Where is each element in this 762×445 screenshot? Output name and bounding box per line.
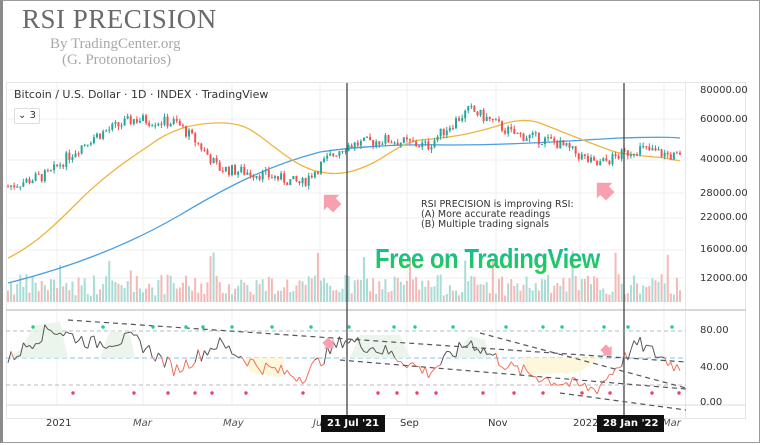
rsi-support-trendline [339, 359, 687, 390]
rsi-overbought-fill [8, 322, 68, 358]
annotation-line: RSI PRECISION is improving RSI: [421, 199, 574, 210]
price-axis-label: 28000.00 [700, 188, 748, 199]
price-axis[interactable] [686, 82, 746, 419]
price-axis-label: 12000.00 [700, 273, 748, 284]
annotation-note: RSI PRECISION is improving RSI: (A) More… [421, 200, 574, 230]
rsi-axis-label: 0.00 [700, 397, 723, 408]
byline: By TradingCenter.org [50, 36, 181, 52]
time-axis-label: Sep [400, 418, 419, 429]
page-title: RSI PRECISION [22, 4, 217, 34]
time-marker-jul21: 21 Jul '21 [321, 415, 386, 432]
time-axis-label: Mar [133, 418, 152, 429]
indicators-toggle-button[interactable]: ⌄ 3 [14, 108, 40, 124]
annotation-line: (A) More accurate readings [421, 209, 551, 220]
rsi-oversold-fill [520, 358, 600, 375]
rsi-signal-dots [31, 325, 681, 395]
time-marker-jan22: 28 Jan '22 [597, 415, 665, 432]
chart-symbol-title: Bitcoin / U.S. Dollar · 1D · INDEX · Tra… [14, 88, 269, 101]
price-axis-label: 16000.00 [700, 244, 748, 255]
time-axis-label: Nov [488, 418, 508, 429]
buy-arrow-icon [596, 182, 615, 201]
author: (G. Protonotarios) [62, 52, 172, 68]
rsi-resistance-trendline [67, 319, 687, 363]
time-axis-label: 2022 [573, 418, 599, 429]
time-axis-label: 2021 [46, 418, 72, 429]
price-axis-label: 22000.00 [700, 212, 748, 223]
grid [6, 83, 686, 405]
promo-text: Free on TradingView [375, 244, 600, 276]
time-axis-label: May [223, 418, 244, 429]
rsi-oversold-fill [245, 358, 285, 378]
rsi-overbought-fill [350, 335, 410, 358]
rsi-axis-label: 80.00 [700, 325, 729, 336]
price-axis-label: 80000.00 [700, 85, 748, 96]
price-candles [7, 103, 681, 191]
annotation-line: (B) Multiple trading signals [421, 219, 549, 230]
rsi-support-trendline-2 [559, 392, 687, 411]
price-axis-label: 40000.00 [700, 154, 748, 165]
rsi-axis-label: 40.00 [700, 362, 729, 373]
volume-bars [7, 251, 681, 302]
time-axis-label: Mar [662, 418, 681, 429]
price-axis-label: 60000.00 [700, 114, 748, 125]
ma50-line [7, 119, 681, 259]
time-axis-label: Ju [313, 418, 323, 429]
buy-arrow-icon [323, 194, 342, 213]
rsi-overbought-fill [100, 330, 135, 358]
